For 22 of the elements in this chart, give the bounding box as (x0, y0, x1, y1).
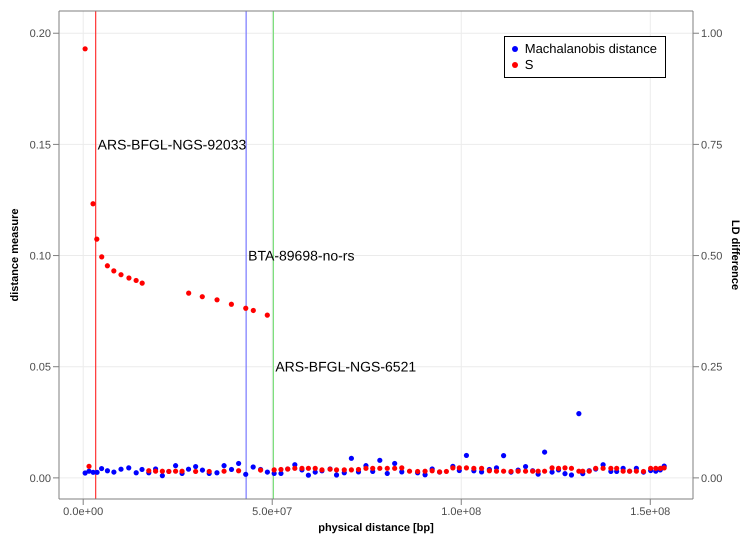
y2-tick-label: 0.75 (701, 139, 722, 152)
y-axis-title: distance measure (8, 208, 21, 302)
x-tick-label: 0.0e+00 (63, 506, 104, 518)
y-tick-label: 0.05 (30, 362, 51, 374)
x-tick-label: 5.0e+07 (252, 506, 292, 518)
y-tick-label: 0.20 (30, 28, 51, 40)
y2-tick-label: 0.50 (701, 250, 722, 262)
y-tick-label: 0.15 (30, 139, 51, 152)
x-tick-label: 1.5e+08 (630, 506, 670, 518)
x-axis-title: physical distance [bp] (318, 522, 434, 534)
legend-label: Machalanobis distance (524, 41, 657, 57)
y2-tick-label: 1.00 (701, 28, 722, 40)
annotation: ARS-BFGL-NGS-92033 (98, 136, 246, 152)
y2-tick-label: 0.25 (701, 362, 722, 374)
legend-label: S (524, 57, 534, 73)
y-tick-label: 0.00 (30, 472, 51, 485)
annotation: ARS-BFGL-NGS-6521 (275, 358, 416, 375)
x-tick-label: 1.0e+08 (441, 506, 482, 518)
y-tick-label: 0.10 (30, 250, 51, 262)
y2-axis-title: LD difference (729, 220, 742, 290)
y2-tick-label: 0.00 (701, 472, 722, 485)
annotation: BTA-89698-no-rs (248, 248, 354, 264)
